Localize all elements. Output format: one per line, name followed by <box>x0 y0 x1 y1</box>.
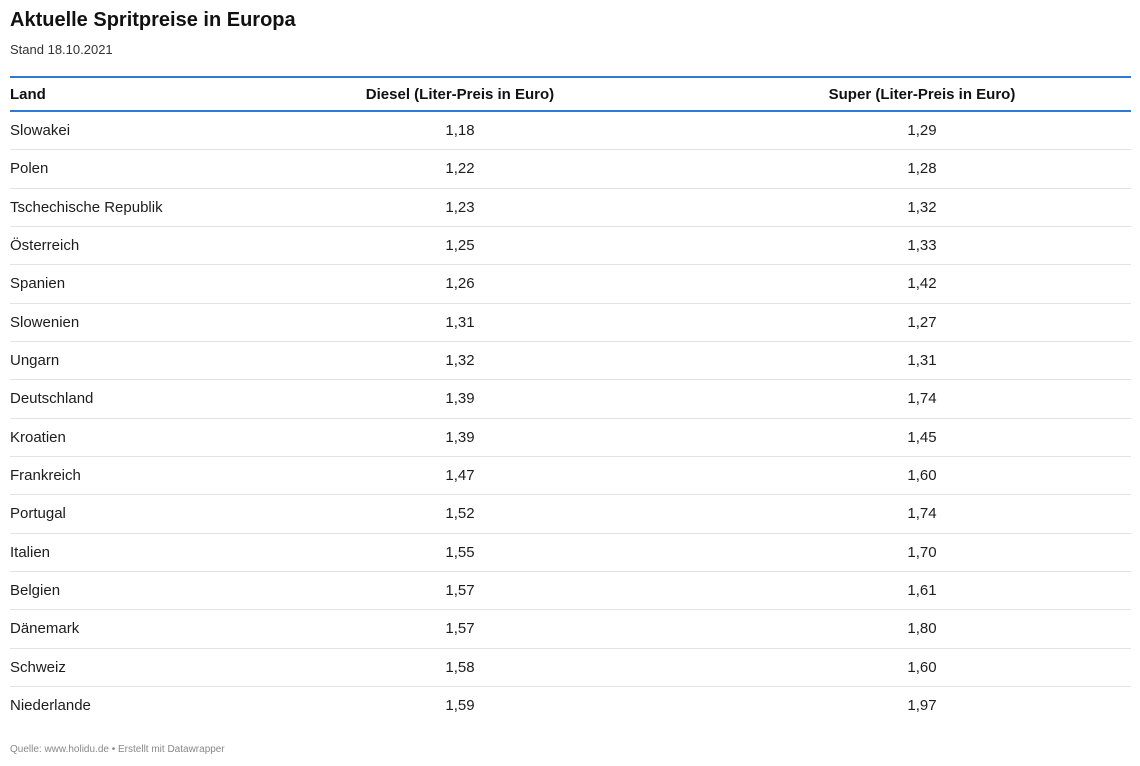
cell-diesel: 1,18 <box>445 122 475 139</box>
cell-land: Slowenien <box>10 313 80 331</box>
source-footer: Quelle: www.holidu.de • Erstellt mit Dat… <box>10 744 225 755</box>
table-row: Frankreich 1,47 1,60 <box>10 457 1131 496</box>
cell-super: 1,74 <box>907 505 937 523</box>
cell-diesel: 1,47 <box>445 467 475 485</box>
table-row: Slowakei 1,18 1,29 <box>10 112 1131 151</box>
cell-diesel: 1,31 <box>445 313 475 331</box>
cell-land: Tschechische Republik <box>10 198 163 216</box>
cell-land: Schweiz <box>10 658 66 676</box>
cell-diesel: 1,52 <box>445 505 475 523</box>
table-header: Land Diesel (Liter-Preis in Euro) Super … <box>10 76 1131 112</box>
cell-diesel: 1,57 <box>445 582 475 600</box>
cell-land: Italien <box>10 543 51 561</box>
cell-super: 1,45 <box>907 428 937 446</box>
cell-land: Niederlande <box>10 697 91 715</box>
table-row: Italien 1,55 1,70 <box>10 534 1131 573</box>
cell-diesel: 1,32 <box>445 352 475 370</box>
table-body: Slowakei 1,18 1,29 Polen 1,22 1,28 Tschechisch… <box>10 112 1131 726</box>
cell-super: 1,60 <box>907 658 937 676</box>
cell-diesel: 1,57 <box>445 620 475 638</box>
cell-super: 1,29 <box>907 122 937 139</box>
cell-diesel: 1,55 <box>445 543 475 561</box>
cell-diesel: 1,59 <box>445 697 475 715</box>
chart-subtitle: Stand 18.10.2021 <box>10 42 113 57</box>
cell-land: Slowakei <box>10 122 71 139</box>
cell-super: 1,74 <box>907 390 937 408</box>
cell-diesel: 1,23 <box>445 198 475 216</box>
table-row: Slowenien 1,31 1,27 <box>10 304 1131 343</box>
column-header-super[interactable]: Super (Liter-Preis in Euro) <box>828 86 1016 103</box>
cell-super: 1,42 <box>907 275 937 293</box>
table-row: Niederlande 1,59 1,97 <box>10 687 1131 725</box>
cell-super: 1,28 <box>907 160 937 178</box>
table-row: Ungarn 1,32 1,31 <box>10 342 1131 381</box>
cell-land: Österreich <box>10 237 80 255</box>
table-row: Belgien 1,57 1,61 <box>10 572 1131 611</box>
cell-diesel: 1,25 <box>445 237 475 255</box>
cell-diesel: 1,39 <box>445 390 475 408</box>
cell-super: 1,80 <box>907 620 937 638</box>
cell-land: Deutschland <box>10 390 94 408</box>
cell-super: 1,61 <box>907 582 937 600</box>
cell-diesel: 1,22 <box>445 160 475 178</box>
cell-land: Belgien <box>10 582 61 600</box>
table-row: Österreich 1,25 1,33 <box>10 227 1131 266</box>
cell-super: 1,31 <box>907 352 937 370</box>
cell-super: 1,27 <box>907 313 937 331</box>
table-row: Spanien 1,26 1,42 <box>10 265 1131 304</box>
table-row: Dänemark 1,57 1,80 <box>10 610 1131 649</box>
cell-diesel: 1,39 <box>445 428 475 446</box>
table-row: Tschechische Republik 1,23 1,32 <box>10 189 1131 228</box>
cell-super: 1,33 <box>907 237 937 255</box>
table-row: Deutschland 1,39 1,74 <box>10 380 1131 419</box>
cell-land: Dänemark <box>10 620 80 638</box>
chart-title: Aktuelle Spritpreise in Europa <box>10 9 296 31</box>
cell-super: 1,97 <box>907 697 937 715</box>
cell-land: Kroatien <box>10 428 66 446</box>
table-row: Polen 1,22 1,28 <box>10 150 1131 189</box>
cell-diesel: 1,26 <box>445 275 475 293</box>
cell-land: Ungarn <box>10 352 60 370</box>
cell-super: 1,32 <box>907 198 937 216</box>
column-header-land[interactable]: Land <box>10 86 46 103</box>
table-row: Schweiz 1,58 1,60 <box>10 649 1131 688</box>
cell-land: Frankreich <box>10 467 81 485</box>
column-header-diesel[interactable]: Diesel (Liter-Preis in Euro) <box>365 86 555 103</box>
cell-land: Portugal <box>10 505 66 523</box>
price-table: Land Diesel (Liter-Preis in Euro) Super … <box>10 76 1131 726</box>
cell-diesel: 1,58 <box>445 658 475 676</box>
cell-super: 1,70 <box>907 543 937 561</box>
cell-land: Spanien <box>10 275 66 293</box>
cell-super: 1,60 <box>907 467 937 485</box>
table-row: Kroatien 1,39 1,45 <box>10 419 1131 458</box>
cell-land: Polen <box>10 160 49 178</box>
table-row: Portugal 1,52 1,74 <box>10 495 1131 534</box>
